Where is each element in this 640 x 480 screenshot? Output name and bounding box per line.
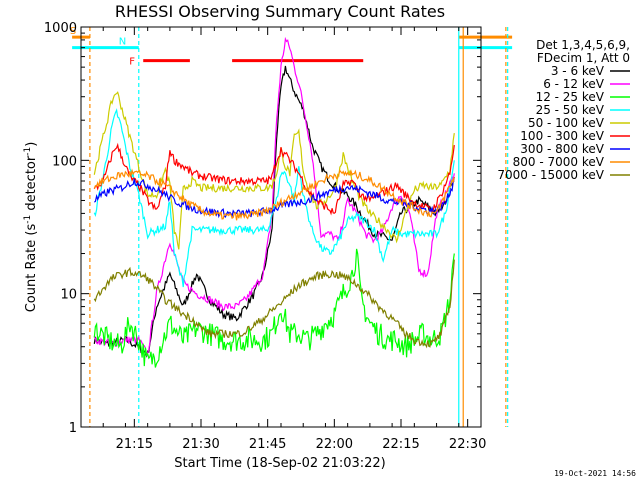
legend-entry: 3 - 6 keV bbox=[551, 64, 605, 78]
y-tick-label: 1 bbox=[69, 421, 77, 436]
flag-label: F bbox=[129, 57, 135, 68]
y-axis-label: Count Rate (s-1 detector-1) bbox=[23, 142, 39, 313]
legend: Det 1,3,4,5,6,9,FDecim 1, Att 03 - 6 keV… bbox=[497, 38, 630, 182]
y-tick-label: 100 bbox=[52, 154, 77, 169]
y-tick-label: 1000 bbox=[44, 21, 77, 36]
legend-entry: 6 - 12 keV bbox=[543, 77, 605, 91]
series-line bbox=[93, 248, 455, 368]
footer-timestamp: 19-Oct-2021 14:56 bbox=[554, 469, 636, 478]
series-line bbox=[93, 36, 455, 358]
legend-header: Det 1,3,4,5,6,9, bbox=[536, 38, 630, 52]
x-tick-label: 22:00 bbox=[316, 437, 353, 452]
series-lines bbox=[93, 36, 455, 368]
x-ticks: 21:15 21:30 21:45 22:00 22:15 22:30 bbox=[80, 27, 486, 452]
legend-entry: 800 - 7000 keV bbox=[513, 155, 605, 169]
series-line bbox=[93, 178, 455, 219]
y-ticks: 1 10 100 1000 bbox=[44, 21, 481, 436]
x-tick-label: 21:15 bbox=[116, 437, 153, 452]
flag-label: N bbox=[119, 37, 126, 48]
x-tick-label: 22:30 bbox=[449, 437, 486, 452]
series-line bbox=[93, 259, 455, 349]
x-tick-label: 21:45 bbox=[249, 437, 286, 452]
series-line bbox=[93, 91, 455, 250]
event-lines bbox=[89, 27, 509, 427]
flag-label: S bbox=[70, 26, 76, 37]
legend-entry: 50 - 100 keV bbox=[528, 116, 605, 130]
x-tick-label: 22:15 bbox=[382, 437, 419, 452]
series-line bbox=[93, 168, 455, 221]
chart-title: RHESSI Observing Summary Count Rates bbox=[115, 2, 445, 21]
flag-bars: S NF bbox=[70, 26, 513, 68]
y-tick-label: 10 bbox=[60, 288, 77, 303]
legend-entry: 25 - 50 keV bbox=[536, 103, 605, 117]
legend-entry: 300 - 800 keV bbox=[520, 142, 604, 156]
legend-entry: 7000 - 15000 keV bbox=[497, 168, 604, 182]
x-tick-label: 21:30 bbox=[182, 437, 219, 452]
series-line bbox=[93, 142, 455, 216]
x-axis-label: Start Time (18-Sep-02 21:03:22) bbox=[174, 456, 385, 471]
legend-entry: 12 - 25 keV bbox=[536, 90, 605, 104]
legend-header: FDecim 1, Att 0 bbox=[537, 51, 630, 65]
legend-entry: 100 - 300 keV bbox=[520, 129, 604, 143]
